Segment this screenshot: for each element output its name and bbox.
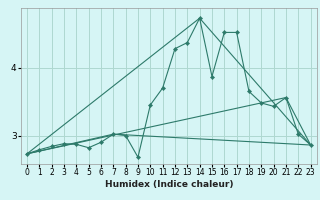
X-axis label: Humidex (Indice chaleur): Humidex (Indice chaleur) [105,180,233,189]
